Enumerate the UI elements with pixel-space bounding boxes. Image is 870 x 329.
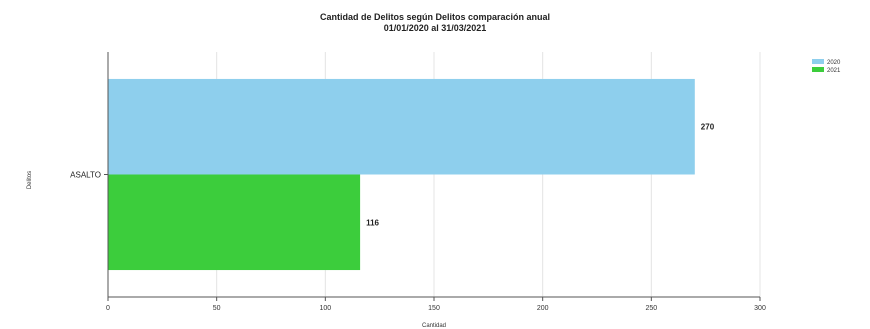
legend-label-2021: 2021 [827, 68, 841, 74]
data-label-2021: 116 [366, 218, 379, 227]
legend-label-2020: 2020 [827, 60, 841, 66]
x-axis-label: Cantidad [422, 323, 446, 329]
bar-2021 [108, 174, 361, 271]
category-label: ASALTO [70, 171, 101, 180]
x-tick-label-300: 300 [754, 305, 766, 312]
legend-swatch-2021 [812, 67, 824, 72]
data-label-2020: 270 [701, 123, 715, 132]
y-axis-label: Delitos [27, 171, 33, 189]
chart-subtitle: 01/01/2020 al 31/03/2021 [384, 23, 487, 33]
legend: 2020 2021 [812, 59, 841, 74]
x-tick-label-100: 100 [319, 305, 331, 312]
labels: 0 50 100 150 200 250 300 ASALTO 270 116 [70, 123, 766, 312]
x-tick-label-0: 0 [106, 305, 110, 312]
x-tick-label-250: 250 [645, 305, 657, 312]
bar-2020 [108, 78, 695, 175]
x-tick-label-200: 200 [537, 305, 549, 312]
x-tick-label-50: 50 [213, 305, 221, 312]
axes [104, 52, 761, 301]
legend-swatch-2020 [812, 59, 824, 64]
chart-title: Cantidad de Delitos según Delitos compar… [320, 12, 550, 22]
x-tick-label-150: 150 [428, 305, 440, 312]
bars [108, 78, 695, 271]
